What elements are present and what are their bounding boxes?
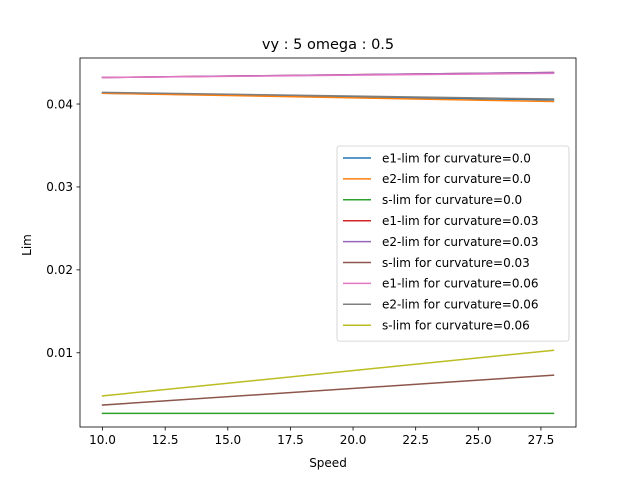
axes-frame <box>79 57 577 428</box>
x-tick-label: 15.0 <box>214 433 241 447</box>
legend: e1-lim for curvature=0.0 e2-lim for curva… <box>336 145 570 342</box>
x-axis: 10.0 12.5 15.0 17.5 20.0 22.5 25.0 27.5 <box>89 427 554 447</box>
legend-label: e2-lim for curvature=0.06 <box>382 298 539 312</box>
series-line-9 <box>101 349 555 397</box>
series-line-6 <box>101 374 555 406</box>
x-tick-label: 25.0 <box>465 433 492 447</box>
x-tick-label: 17.5 <box>277 433 304 447</box>
legend-label: s-lim for curvature=0.06 <box>382 319 530 333</box>
legend-box <box>336 145 570 342</box>
series-layer <box>101 71 555 415</box>
plot-area <box>79 57 577 428</box>
series-line-8 <box>101 91 555 100</box>
x-tick-label: 20.0 <box>340 433 367 447</box>
legend-label: s-lim for curvature=0.0 <box>382 193 522 207</box>
legend-label: e2-lim for curvature=0.03 <box>382 235 539 249</box>
x-tick-label: 10.0 <box>89 433 116 447</box>
legend-label: e1-lim for curvature=0.03 <box>382 214 539 228</box>
chart-title: vy : 5 omega : 0.5 <box>262 37 394 53</box>
series-line-2 <box>101 92 555 103</box>
y-tick-label: 0.04 <box>46 97 73 111</box>
legend-label: s-lim for curvature=0.03 <box>382 256 530 270</box>
y-axis-label: Lim <box>20 234 34 256</box>
legend-label: e1-lim for curvature=0.06 <box>382 277 539 291</box>
legend-label: e1-lim for curvature=0.0 <box>382 151 531 165</box>
x-tick-label: 27.5 <box>528 433 555 447</box>
y-tick-label: 0.01 <box>46 346 73 360</box>
x-tick-label: 22.5 <box>402 433 429 447</box>
series-line-7 <box>101 72 555 79</box>
y-tick-label: 0.03 <box>46 180 73 194</box>
legend-label: e2-lim for curvature=0.0 <box>382 172 531 186</box>
x-tick-label: 12.5 <box>152 433 179 447</box>
x-axis-label: Speed <box>309 456 347 470</box>
y-axis: 0.01 0.02 0.03 0.04 <box>46 97 80 360</box>
y-tick-label: 0.02 <box>46 263 73 277</box>
